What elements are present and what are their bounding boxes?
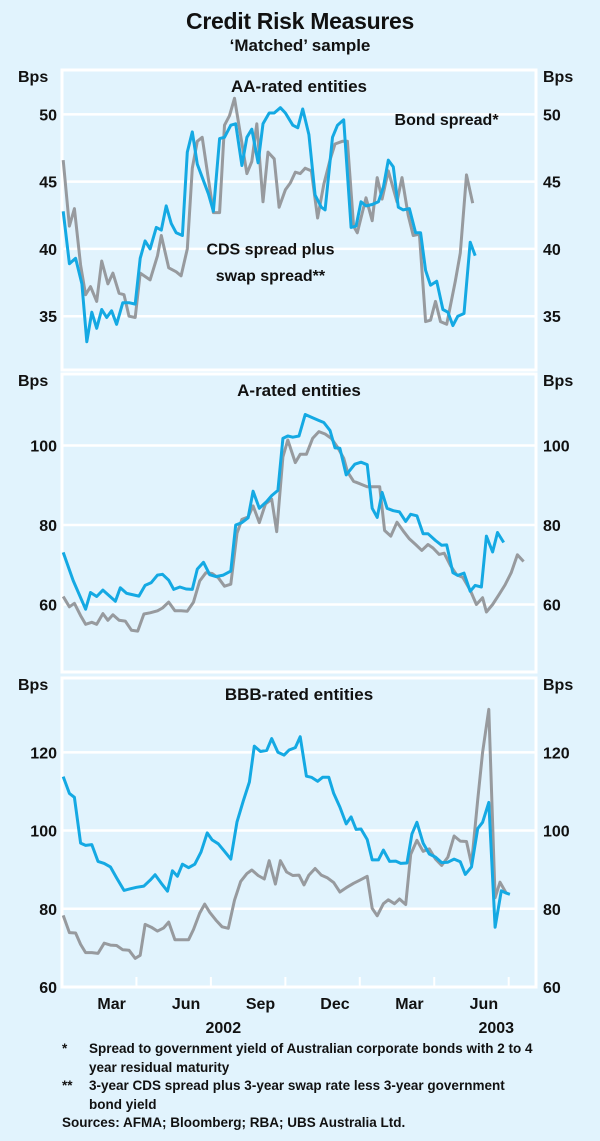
footnote-1-mark: * xyxy=(62,1041,68,1056)
y-tick-label-left: 35 xyxy=(39,309,57,326)
x-year-label: 2002 xyxy=(206,1020,242,1037)
y-tick-label-right: 80 xyxy=(543,518,561,535)
y-tick-label-right: 100 xyxy=(543,824,570,841)
series-cds-spread-line xyxy=(61,96,475,326)
y-tick-label-right: 40 xyxy=(543,242,561,259)
footnote-1: * Spread to government yield of Australi… xyxy=(62,1040,539,1077)
y-tick-label-left: 60 xyxy=(39,980,57,997)
y-axis-unit-right: Bps xyxy=(543,373,573,390)
series-annotation: swap spread** xyxy=(216,268,326,285)
x-tick-label: Sep xyxy=(246,996,276,1013)
series-bond-spread-line xyxy=(61,106,477,344)
y-tick-label-left: 45 xyxy=(39,175,57,192)
series-cds-spread-line xyxy=(61,430,525,633)
y-tick-label-right: 35 xyxy=(543,309,561,326)
y-tick-label-right: 45 xyxy=(543,175,561,192)
footnote-2-mark: ** xyxy=(62,1078,73,1093)
y-axis-unit-left: Bps xyxy=(18,677,48,694)
y-tick-label-left: 60 xyxy=(39,597,57,614)
series-bond-spread-line xyxy=(61,413,505,611)
footnote-2: ** 3-year CDS spread plus 3-year swap ra… xyxy=(62,1077,539,1114)
footnotes: * Spread to government yield of Australi… xyxy=(62,1040,539,1133)
panel-frame xyxy=(60,372,538,674)
y-tick-label-right: 80 xyxy=(543,902,561,919)
chart-title: Credit Risk Measures xyxy=(186,8,414,34)
panel-title: A-rated entities xyxy=(237,381,361,400)
y-tick-label-right: 60 xyxy=(543,980,561,997)
y-tick-label-left: 120 xyxy=(30,745,57,762)
x-tick-label: Mar xyxy=(395,996,423,1013)
y-tick-label-right: 100 xyxy=(543,439,570,456)
panel-title: AA-rated entities xyxy=(231,77,367,96)
series-annotation: CDS spread plus xyxy=(206,241,334,258)
y-tick-label-left: 80 xyxy=(39,902,57,919)
series-annotation: Bond spread* xyxy=(395,112,500,129)
x-tick-label: Dec xyxy=(320,996,349,1013)
y-tick-label-left: 50 xyxy=(39,107,57,124)
panel-title: BBB-rated entities xyxy=(225,685,373,704)
x-tick-label: Jun xyxy=(470,996,498,1013)
sources: Sources: AFMA; Bloomberg; RBA; UBS Austr… xyxy=(62,1115,406,1130)
x-year-label: 2003 xyxy=(478,1020,514,1037)
y-tick-label-right: 120 xyxy=(543,745,570,762)
y-tick-label-left: 40 xyxy=(39,242,57,259)
footnote-2-text: 3-year CDS spread plus 3-year swap rate … xyxy=(89,1078,505,1112)
y-axis-unit-left: Bps xyxy=(18,373,48,390)
y-tick-label-left: 80 xyxy=(39,518,57,535)
y-tick-label-left: 100 xyxy=(30,439,57,456)
y-tick-label-left: 100 xyxy=(30,824,57,841)
y-axis-unit-right: Bps xyxy=(543,677,573,694)
y-tick-label-right: 50 xyxy=(543,107,561,124)
y-tick-label-right: 60 xyxy=(543,597,561,614)
chart-subtitle: ‘Matched’ sample xyxy=(229,36,371,55)
x-tick-label: Jun xyxy=(172,996,200,1013)
y-axis-unit-left: Bps xyxy=(18,69,48,86)
series-bond-spread-line xyxy=(61,735,511,929)
footnote-1-text: Spread to government yield of Australian… xyxy=(89,1041,533,1075)
series-cds-spread-line xyxy=(61,707,508,960)
y-axis-unit-right: Bps xyxy=(543,69,573,86)
panel-frame xyxy=(60,68,538,372)
panel-frame xyxy=(60,676,538,989)
x-tick-label: Mar xyxy=(97,996,125,1013)
